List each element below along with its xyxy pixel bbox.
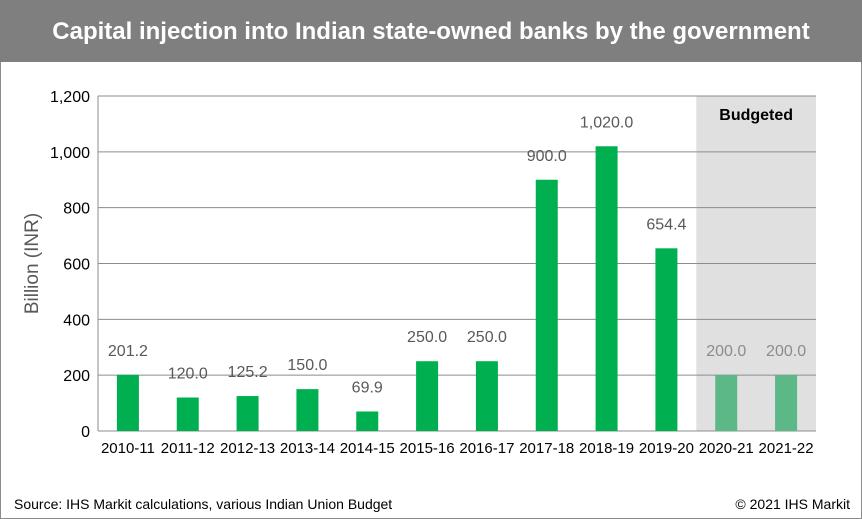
data-label: 900.0 [527, 148, 567, 165]
data-label: 201.2 [108, 343, 148, 360]
x-tick-label: 2018-19 [579, 440, 634, 457]
bar [356, 411, 379, 431]
data-label: 250.0 [407, 329, 447, 346]
budget-annotation: Budgeted [719, 107, 793, 124]
bar [176, 397, 199, 431]
bar [655, 248, 678, 431]
x-tick-label: 2012-13 [220, 440, 275, 457]
x-tick-label: 2016-17 [459, 440, 514, 457]
data-label: 69.9 [352, 379, 383, 396]
x-tick-label: 2014-15 [340, 440, 395, 457]
x-tick-label: 2021-22 [759, 440, 814, 457]
y-tick-label: 200 [63, 368, 90, 385]
data-label: 250.0 [467, 329, 507, 346]
chart-title: Capital injection into Indian state-owne… [0, 0, 862, 62]
y-axis-label: Billion (INR) [22, 213, 43, 314]
data-label: 200.0 [766, 343, 806, 360]
x-tick-label: 2015-16 [400, 440, 455, 457]
x-tick-label: 2010-11 [101, 440, 155, 457]
x-tick-label: 2020-21 [699, 440, 754, 457]
y-tick-label: 800 [63, 201, 90, 218]
data-label: 120.0 [168, 366, 208, 383]
bar [116, 374, 139, 431]
y-tick-label: 400 [63, 312, 90, 329]
bar [416, 361, 439, 431]
data-label: 200.0 [706, 343, 746, 360]
y-tick-label: 600 [63, 257, 90, 274]
bar [236, 396, 259, 431]
bar [775, 375, 798, 431]
x-tick-label: 2019-20 [639, 440, 694, 457]
bar [475, 361, 498, 431]
y-tick-label: 1,000 [50, 145, 90, 162]
data-label: 1,020.0 [580, 114, 633, 131]
data-label: 150.0 [287, 357, 327, 374]
y-tick-label: 0 [81, 424, 90, 441]
copyright-note: © 2021 IHS Markit [735, 496, 850, 512]
bar [296, 389, 319, 431]
bar [535, 179, 558, 431]
bar [715, 375, 738, 431]
y-tick-label: 1,200 [50, 89, 90, 106]
bar [595, 146, 618, 431]
source-note: Source: IHS Markit calculations, various… [14, 496, 393, 512]
data-label: 654.4 [646, 216, 686, 233]
data-label: 125.2 [228, 364, 268, 381]
x-tick-label: 2013-14 [280, 440, 335, 457]
x-tick-label: 2017-18 [519, 440, 574, 457]
x-tick-label: 2011-12 [161, 440, 215, 457]
